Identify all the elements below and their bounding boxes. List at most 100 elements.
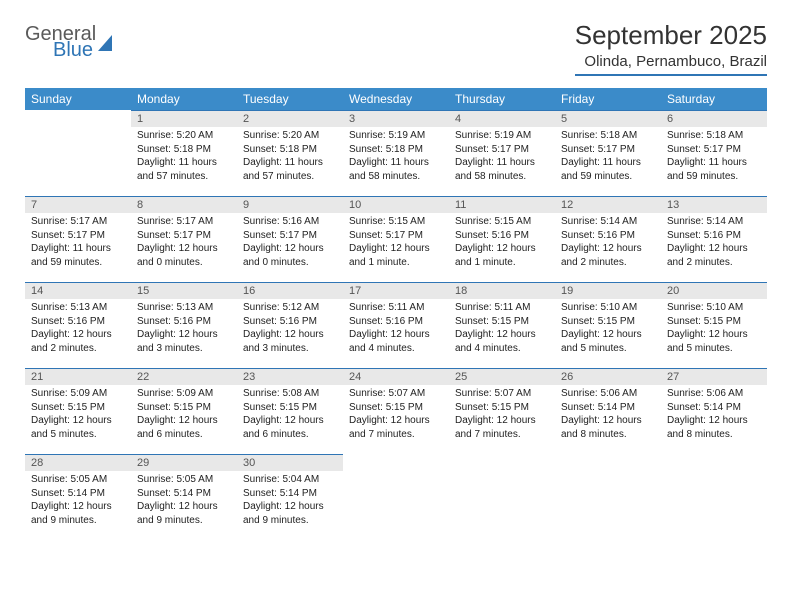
day-cell: 21Sunrise: 5:09 AMSunset: 5:15 PMDayligh… [25,368,131,454]
sunset-line: Sunset: 5:18 PM [349,143,443,157]
sunrise-line: Sunrise: 5:17 AM [137,215,231,229]
sunset-line: Sunset: 5:16 PM [667,229,761,243]
day-details: Sunrise: 5:12 AMSunset: 5:16 PMDaylight:… [237,299,343,359]
day-cell: 23Sunrise: 5:08 AMSunset: 5:15 PMDayligh… [237,368,343,454]
day-details: Sunrise: 5:10 AMSunset: 5:15 PMDaylight:… [555,299,661,359]
day-details: Sunrise: 5:15 AMSunset: 5:16 PMDaylight:… [449,213,555,273]
sunset-line: Sunset: 5:14 PM [561,401,655,415]
day-cell: 2Sunrise: 5:20 AMSunset: 5:18 PMDaylight… [237,110,343,196]
day-details: Sunrise: 5:13 AMSunset: 5:16 PMDaylight:… [25,299,131,359]
weekday-header-row: Sunday Monday Tuesday Wednesday Thursday… [25,88,767,110]
daylight-line: Daylight: 12 hours and 3 minutes. [137,328,231,355]
day-number: 10 [343,196,449,213]
sunrise-line: Sunrise: 5:20 AM [137,129,231,143]
day-details: Sunrise: 5:19 AMSunset: 5:17 PMDaylight:… [449,127,555,187]
day-details: Sunrise: 5:14 AMSunset: 5:16 PMDaylight:… [555,213,661,273]
calendar-page: General Blue September 2025 Olinda, Pern… [0,0,792,560]
daylight-line: Daylight: 12 hours and 8 minutes. [667,414,761,441]
day-number: 5 [555,110,661,127]
day-cell: 12Sunrise: 5:14 AMSunset: 5:16 PMDayligh… [555,196,661,282]
daylight-line: Daylight: 12 hours and 4 minutes. [349,328,443,355]
sunrise-line: Sunrise: 5:13 AM [31,301,125,315]
day-cell: 22Sunrise: 5:09 AMSunset: 5:15 PMDayligh… [131,368,237,454]
sunrise-line: Sunrise: 5:14 AM [667,215,761,229]
title-block: September 2025 Olinda, Pernambuco, Brazi… [575,20,767,76]
day-details: Sunrise: 5:11 AMSunset: 5:16 PMDaylight:… [343,299,449,359]
sunrise-line: Sunrise: 5:07 AM [349,387,443,401]
daylight-line: Daylight: 12 hours and 0 minutes. [243,242,337,269]
day-details: Sunrise: 5:09 AMSunset: 5:15 PMDaylight:… [131,385,237,445]
daylight-line: Daylight: 12 hours and 7 minutes. [349,414,443,441]
day-cell: 9Sunrise: 5:16 AMSunset: 5:17 PMDaylight… [237,196,343,282]
day-number: 7 [25,196,131,213]
sunrise-line: Sunrise: 5:17 AM [31,215,125,229]
day-number: 18 [449,282,555,299]
daylight-line: Daylight: 12 hours and 0 minutes. [137,242,231,269]
day-cell [661,454,767,540]
day-number: 30 [237,454,343,471]
sunrise-line: Sunrise: 5:10 AM [667,301,761,315]
day-details: Sunrise: 5:06 AMSunset: 5:14 PMDaylight:… [555,385,661,445]
day-details: Sunrise: 5:15 AMSunset: 5:17 PMDaylight:… [343,213,449,273]
day-number: 3 [343,110,449,127]
weekday-header: Thursday [449,88,555,110]
calendar-row: 7Sunrise: 5:17 AMSunset: 5:17 PMDaylight… [25,196,767,282]
sunset-line: Sunset: 5:17 PM [455,143,549,157]
day-number: 11 [449,196,555,213]
day-number: 13 [661,196,767,213]
day-details: Sunrise: 5:17 AMSunset: 5:17 PMDaylight:… [131,213,237,273]
sunrise-line: Sunrise: 5:09 AM [31,387,125,401]
sunrise-line: Sunrise: 5:13 AM [137,301,231,315]
calendar-row: 21Sunrise: 5:09 AMSunset: 5:15 PMDayligh… [25,368,767,454]
weekday-header: Wednesday [343,88,449,110]
sunrise-line: Sunrise: 5:05 AM [31,473,125,487]
day-number: 20 [661,282,767,299]
day-cell: 3Sunrise: 5:19 AMSunset: 5:18 PMDaylight… [343,110,449,196]
sunset-line: Sunset: 5:15 PM [455,315,549,329]
weekday-header: Tuesday [237,88,343,110]
daylight-line: Daylight: 12 hours and 2 minutes. [561,242,655,269]
day-details: Sunrise: 5:18 AMSunset: 5:17 PMDaylight:… [661,127,767,187]
day-details: Sunrise: 5:19 AMSunset: 5:18 PMDaylight:… [343,127,449,187]
sunset-line: Sunset: 5:17 PM [667,143,761,157]
sunrise-line: Sunrise: 5:09 AM [137,387,231,401]
day-number: 19 [555,282,661,299]
day-details: Sunrise: 5:14 AMSunset: 5:16 PMDaylight:… [661,213,767,273]
day-number: 28 [25,454,131,471]
sunset-line: Sunset: 5:17 PM [137,229,231,243]
sunrise-line: Sunrise: 5:16 AM [243,215,337,229]
sunrise-line: Sunrise: 5:06 AM [561,387,655,401]
daylight-line: Daylight: 11 hours and 58 minutes. [455,156,549,183]
day-cell: 10Sunrise: 5:15 AMSunset: 5:17 PMDayligh… [343,196,449,282]
daylight-line: Daylight: 12 hours and 9 minutes. [243,500,337,527]
day-details: Sunrise: 5:07 AMSunset: 5:15 PMDaylight:… [449,385,555,445]
daylight-line: Daylight: 11 hours and 58 minutes. [349,156,443,183]
daylight-line: Daylight: 11 hours and 59 minutes. [667,156,761,183]
sunset-line: Sunset: 5:15 PM [561,315,655,329]
day-cell: 28Sunrise: 5:05 AMSunset: 5:14 PMDayligh… [25,454,131,540]
day-details: Sunrise: 5:16 AMSunset: 5:17 PMDaylight:… [237,213,343,273]
sunset-line: Sunset: 5:17 PM [561,143,655,157]
day-cell: 16Sunrise: 5:12 AMSunset: 5:16 PMDayligh… [237,282,343,368]
day-cell: 8Sunrise: 5:17 AMSunset: 5:17 PMDaylight… [131,196,237,282]
day-number: 8 [131,196,237,213]
day-number: 15 [131,282,237,299]
day-cell: 19Sunrise: 5:10 AMSunset: 5:15 PMDayligh… [555,282,661,368]
sunset-line: Sunset: 5:15 PM [455,401,549,415]
day-cell: 27Sunrise: 5:06 AMSunset: 5:14 PMDayligh… [661,368,767,454]
weekday-header: Saturday [661,88,767,110]
day-number: 14 [25,282,131,299]
sunset-line: Sunset: 5:16 PM [561,229,655,243]
sunrise-line: Sunrise: 5:15 AM [349,215,443,229]
brand-text-wrap: General Blue [25,24,96,60]
daylight-line: Daylight: 12 hours and 2 minutes. [667,242,761,269]
sunset-line: Sunset: 5:14 PM [137,487,231,501]
day-number: 25 [449,368,555,385]
day-cell: 1Sunrise: 5:20 AMSunset: 5:18 PMDaylight… [131,110,237,196]
daylight-line: Daylight: 12 hours and 7 minutes. [455,414,549,441]
day-cell: 30Sunrise: 5:04 AMSunset: 5:14 PMDayligh… [237,454,343,540]
day-details: Sunrise: 5:10 AMSunset: 5:15 PMDaylight:… [661,299,767,359]
day-number: 2 [237,110,343,127]
day-details: Sunrise: 5:20 AMSunset: 5:18 PMDaylight:… [237,127,343,187]
day-number: 21 [25,368,131,385]
